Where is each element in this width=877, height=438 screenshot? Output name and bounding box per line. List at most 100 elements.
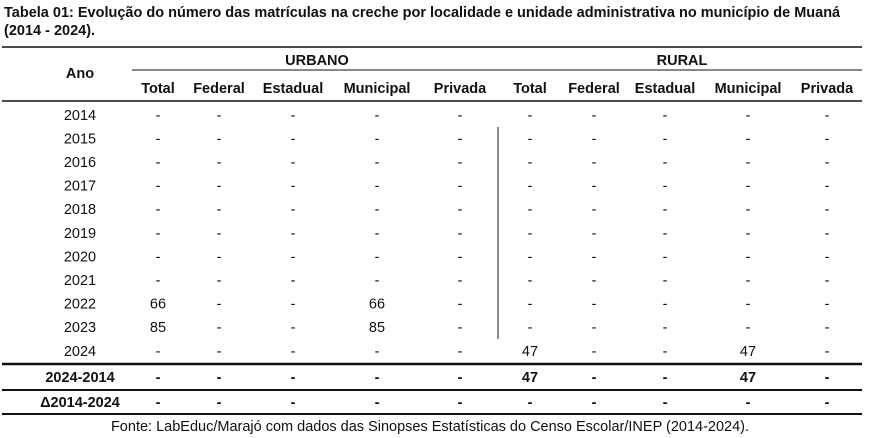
cell: - [217, 108, 222, 124]
cell: - [592, 179, 597, 195]
row-header: 2021 [64, 273, 96, 289]
column-header: Total [513, 81, 547, 97]
cell: - [663, 320, 668, 336]
cell: - [156, 395, 161, 411]
header: Ano [66, 66, 94, 82]
cell: - [458, 155, 463, 171]
cell: - [663, 273, 668, 289]
cell: - [746, 131, 751, 147]
cell: - [291, 273, 296, 289]
cell: - [217, 297, 222, 313]
cell: - [746, 155, 751, 171]
cell: - [291, 344, 296, 360]
cell: - [458, 131, 463, 147]
cell: - [592, 370, 597, 386]
row-header: 2018 [64, 202, 96, 218]
cell: - [592, 395, 597, 411]
cell: - [663, 179, 668, 195]
row-header: Δ2014-2024 [40, 395, 120, 411]
column-header: Privada [434, 81, 487, 97]
cell: - [592, 155, 597, 171]
cell: - [291, 395, 296, 411]
cell: - [592, 202, 597, 218]
cell: - [663, 155, 668, 171]
cell: - [528, 179, 533, 195]
cell: - [291, 320, 296, 336]
row-header: 2024 [64, 344, 96, 360]
cell: - [528, 273, 533, 289]
cell: - [592, 320, 597, 336]
column-header: Estadual [635, 81, 695, 97]
row-header: 2014 [64, 108, 96, 124]
cell: - [156, 155, 161, 171]
cell: - [528, 226, 533, 242]
cell: - [663, 249, 668, 265]
cell: - [217, 320, 222, 336]
cell: - [746, 320, 751, 336]
cell: - [592, 297, 597, 313]
cell: - [217, 131, 222, 147]
cell: - [458, 108, 463, 124]
cell: - [217, 395, 222, 411]
cell: - [217, 179, 222, 195]
cell: - [458, 249, 463, 265]
cell: 85 [369, 320, 385, 336]
cell: - [746, 179, 751, 195]
cell: - [291, 202, 296, 218]
row-header: 2022 [64, 297, 96, 313]
cell: - [375, 226, 380, 242]
cell: - [217, 249, 222, 265]
cell: - [592, 273, 597, 289]
cell: - [156, 273, 161, 289]
cell: - [375, 344, 380, 360]
row-header: 2016 [64, 155, 96, 171]
cell: - [825, 249, 830, 265]
cell: - [291, 249, 296, 265]
cell: - [592, 131, 597, 147]
cell: - [825, 297, 830, 313]
cell: - [825, 370, 830, 386]
cell: - [746, 395, 751, 411]
row-header: 2023 [64, 320, 96, 336]
row-header: 2019 [64, 226, 96, 242]
cell: - [825, 226, 830, 242]
cell: - [825, 131, 830, 147]
cell: - [458, 179, 463, 195]
cell: - [592, 344, 597, 360]
row-header: 2024-2014 [45, 370, 114, 386]
cell: - [528, 395, 533, 411]
cell: 47 [522, 344, 538, 360]
cell: - [291, 297, 296, 313]
cell: - [458, 395, 463, 411]
cell: - [156, 202, 161, 218]
cell: - [217, 344, 222, 360]
column-header: Federal [193, 81, 245, 97]
cell: - [156, 344, 161, 360]
cell: - [217, 202, 222, 218]
cell: - [825, 344, 830, 360]
cell: - [375, 273, 380, 289]
cell: - [663, 108, 668, 124]
cell: - [217, 370, 222, 386]
cell: - [663, 226, 668, 242]
cell: - [217, 155, 222, 171]
cell: 47 [740, 344, 756, 360]
cell: - [663, 370, 668, 386]
cell: - [375, 179, 380, 195]
column-header: Estadual [263, 81, 323, 97]
table-title: Tabela 01: Evolução do número das matríc… [4, 5, 841, 39]
cell: - [528, 131, 533, 147]
cell: - [592, 108, 597, 124]
cell: - [825, 320, 830, 336]
cell: - [156, 131, 161, 147]
column-header: Total [141, 81, 175, 97]
cell: - [746, 202, 751, 218]
cell: - [663, 131, 668, 147]
cell: - [156, 108, 161, 124]
cell: - [217, 273, 222, 289]
cell: - [217, 226, 222, 242]
cell: - [825, 273, 830, 289]
cell: - [458, 297, 463, 313]
cell: 66 [150, 297, 166, 313]
cell: - [156, 370, 161, 386]
